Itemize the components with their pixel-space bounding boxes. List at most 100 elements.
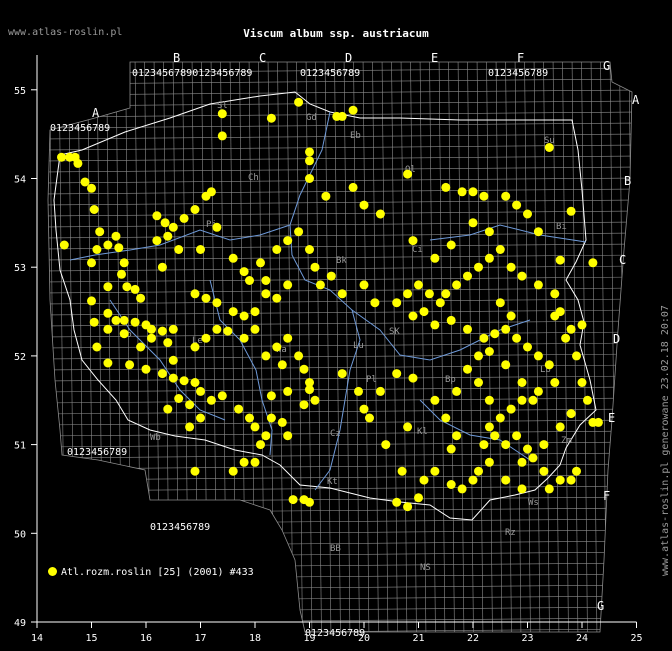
record-point xyxy=(577,378,587,387)
record-point xyxy=(283,280,293,290)
grid-letter-top: E xyxy=(431,51,438,65)
record-point xyxy=(403,422,413,432)
region-label: Cz xyxy=(330,429,341,439)
record-point xyxy=(523,342,532,352)
record-point xyxy=(375,209,385,219)
record-point xyxy=(305,245,314,254)
river-line xyxy=(351,309,531,361)
x-tick-label: 25 xyxy=(630,633,642,644)
grid-line-vertical xyxy=(571,62,579,632)
y-tick-label: 53 xyxy=(14,263,26,274)
record-point xyxy=(87,296,96,306)
grid-line-vertical xyxy=(505,62,512,632)
record-point xyxy=(337,369,347,379)
grid-line-horizontal xyxy=(48,441,632,448)
grid-line-vertical xyxy=(286,62,294,632)
record-point xyxy=(441,289,451,299)
record-point xyxy=(474,466,483,476)
legend-marker xyxy=(48,567,57,576)
record-point xyxy=(484,457,494,467)
record-point xyxy=(283,236,293,246)
record-point xyxy=(80,177,90,187)
grid-line-vertical xyxy=(343,62,351,632)
record-point xyxy=(196,245,205,254)
region-label: Bk xyxy=(336,256,347,266)
grid-letter-right: A xyxy=(632,93,640,107)
record-point xyxy=(452,431,462,441)
record-point xyxy=(122,282,132,292)
grid-letter-top: D xyxy=(345,51,352,65)
record-point xyxy=(125,360,135,370)
record-point xyxy=(103,282,113,292)
record-point xyxy=(544,143,554,152)
region-label: Lb xyxy=(540,365,551,375)
record-point xyxy=(490,431,500,441)
grid-letter-right: G xyxy=(597,599,604,613)
record-point xyxy=(392,497,402,507)
record-point xyxy=(305,147,314,157)
record-point xyxy=(179,213,189,223)
grid-line-horizontal xyxy=(48,320,632,327)
record-point xyxy=(294,227,304,237)
record-point xyxy=(179,376,189,386)
record-point xyxy=(266,391,276,401)
record-point xyxy=(196,386,205,396)
grid-line-horizontal xyxy=(48,133,632,140)
grid-line-vertical xyxy=(372,62,379,632)
record-point xyxy=(163,231,173,241)
grid-line-horizontal xyxy=(48,507,632,514)
grid-line-horizontal xyxy=(48,331,632,338)
grid-line-vertical xyxy=(172,62,180,632)
grid-line-horizontal xyxy=(48,276,632,283)
record-point xyxy=(572,466,581,476)
record-point xyxy=(168,355,178,365)
record-point xyxy=(256,440,265,450)
generated-label: www.atlas-roslin.pl generowane 23.02.18 … xyxy=(660,305,671,576)
record-point xyxy=(130,284,140,294)
record-point xyxy=(593,417,603,427)
grid-line-horizontal xyxy=(48,408,632,415)
record-point xyxy=(414,280,423,290)
record-point xyxy=(250,422,260,432)
grid-line-horizontal xyxy=(48,254,632,261)
region-label: Bi xyxy=(556,222,567,232)
record-point xyxy=(365,413,374,423)
record-point xyxy=(299,364,309,374)
record-point xyxy=(397,466,407,476)
country-border xyxy=(53,91,597,521)
grid-digit-row: 0123456789 xyxy=(150,522,210,533)
record-point xyxy=(310,262,320,272)
grid-letter-top: G xyxy=(603,59,610,73)
y-tick-label: 54 xyxy=(14,175,26,186)
record-point xyxy=(92,245,102,254)
grid-line-vertical xyxy=(514,62,522,632)
record-point xyxy=(326,271,336,281)
grid-line-horizontal xyxy=(48,529,632,536)
region-label: Pl xyxy=(366,375,377,385)
grid-line-vertical xyxy=(153,62,161,632)
record-point xyxy=(223,326,233,336)
record-point xyxy=(474,378,483,387)
grid-line-vertical xyxy=(438,62,446,632)
region-label: Gd xyxy=(306,113,317,123)
grid-line-vertical xyxy=(239,62,246,632)
grid-digit-row: 0123456789 xyxy=(488,68,548,79)
record-point xyxy=(501,440,511,450)
record-point xyxy=(152,236,162,246)
record-points xyxy=(57,97,603,512)
grid-line-vertical xyxy=(353,62,360,632)
record-point xyxy=(89,317,99,327)
grid-line-vertical xyxy=(381,62,389,632)
river-line xyxy=(289,111,361,491)
grid-line-vertical xyxy=(248,62,256,632)
record-point xyxy=(217,131,227,141)
grid-line-vertical xyxy=(467,62,474,632)
record-point xyxy=(73,158,83,168)
grid-line-horizontal xyxy=(48,177,632,184)
record-point xyxy=(468,187,478,197)
record-point xyxy=(441,413,451,423)
record-point xyxy=(272,245,282,254)
record-point xyxy=(506,262,516,272)
grid-line-vertical xyxy=(448,62,455,632)
record-point xyxy=(512,200,522,210)
